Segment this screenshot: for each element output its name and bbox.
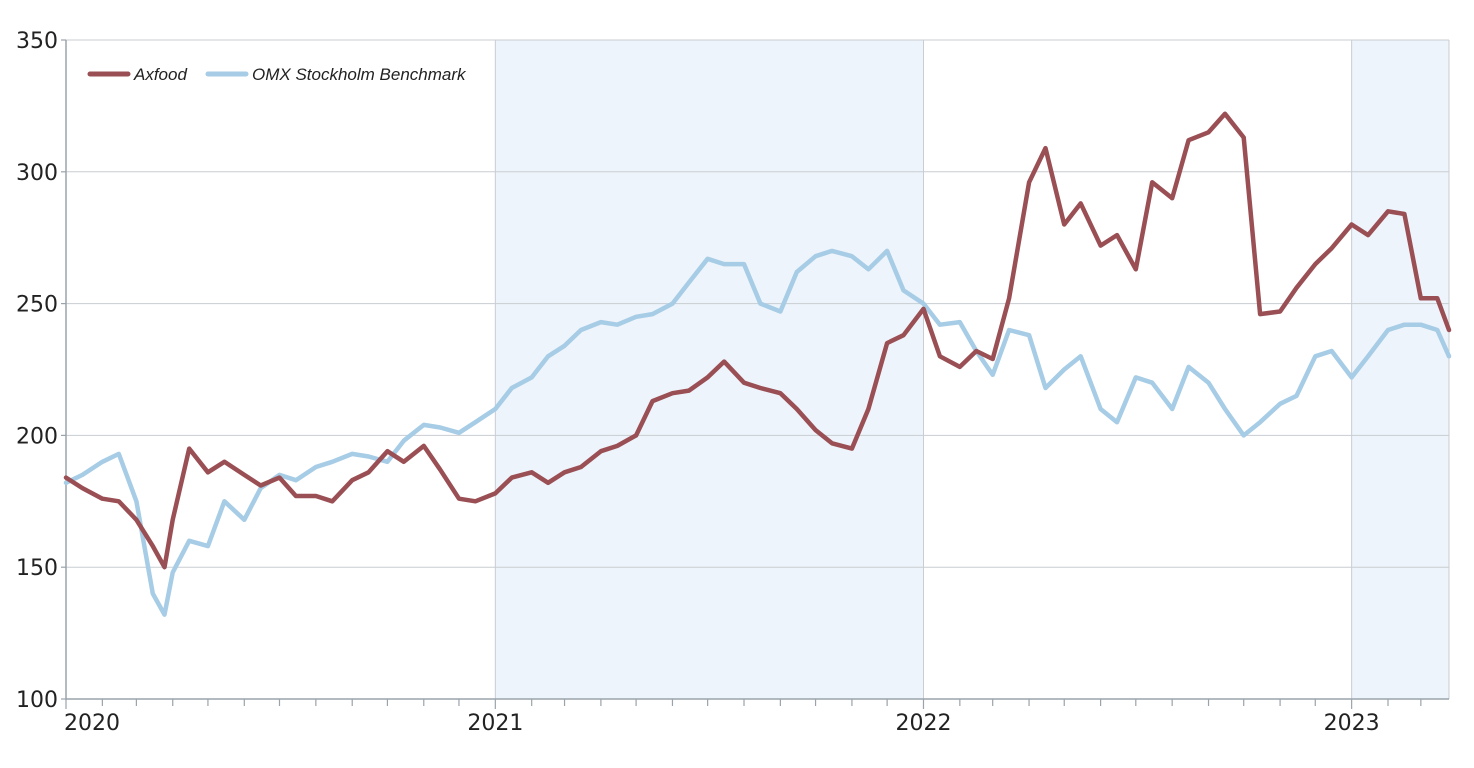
axes [61,39,1449,709]
series-lines [63,111,1452,617]
legend-label-axfood: Axfood [133,65,187,84]
ytick-label: 250 [16,293,58,318]
ytick-label: 150 [16,556,58,581]
gridlines [66,39,1450,700]
ytick-label: 100 [16,688,58,713]
xtick-label: 2023 [1324,711,1380,736]
series-line-axfood [63,111,1452,570]
shaded-band-2021 [495,40,924,699]
ytick-label: 350 [16,29,58,54]
xtick-label: 2022 [895,711,951,736]
tick-labels: 100 150 200 250 300 350 2020 2021 2022 2023 [16,29,1380,736]
legend: Axfood OMX Stockholm Benchmark [87,65,467,84]
xtick-label: 2021 [467,711,523,736]
shaded-year-bands [495,40,1449,699]
legend-label-omx-benchmark: OMX Stockholm Benchmark [252,65,467,84]
xtick-label: 2020 [64,711,120,736]
ytick-label: 300 [16,161,58,186]
series-line-omx-benchmark [63,248,1452,617]
shaded-band-2023 [1351,40,1449,699]
ytick-label: 200 [16,424,58,449]
